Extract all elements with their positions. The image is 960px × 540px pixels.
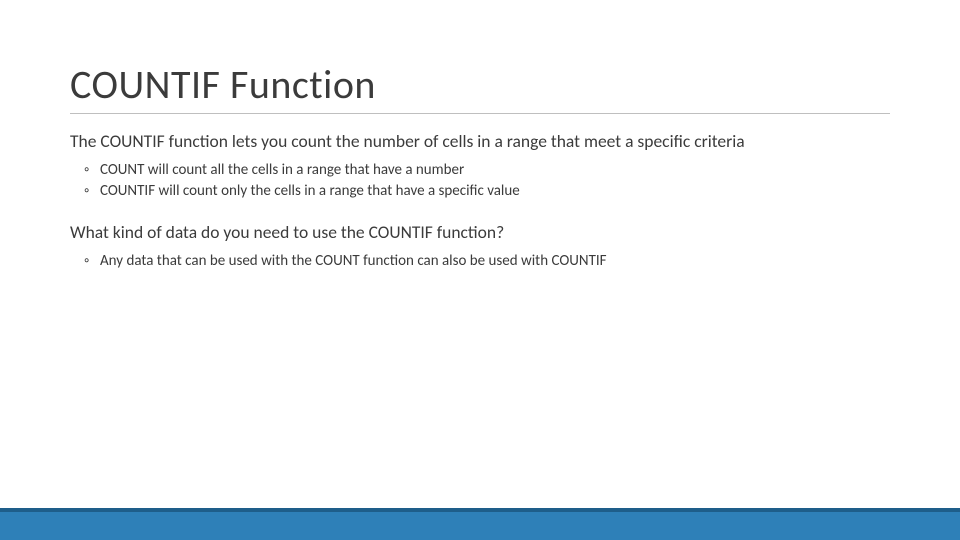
section-text: The COUNTIF function lets you count the … [70, 130, 890, 154]
footer-main-stripe [0, 512, 960, 540]
section-text: What kind of data do you need to use the… [70, 221, 890, 245]
bullet-item: Any data that can be used with the COUNT… [84, 251, 890, 273]
bullet-list: Any data that can be used with the COUNT… [84, 251, 890, 273]
slide: COUNTIF Function The COUNTIF function le… [0, 0, 960, 540]
bullet-item: COUNTIF will count only the cells in a r… [84, 181, 890, 203]
bullet-list: COUNT will count all the cells in a rang… [84, 160, 890, 204]
bullet-item: COUNT will count all the cells in a rang… [84, 160, 890, 182]
slide-title: COUNTIF Function [70, 60, 890, 114]
footer-bar [0, 508, 960, 540]
